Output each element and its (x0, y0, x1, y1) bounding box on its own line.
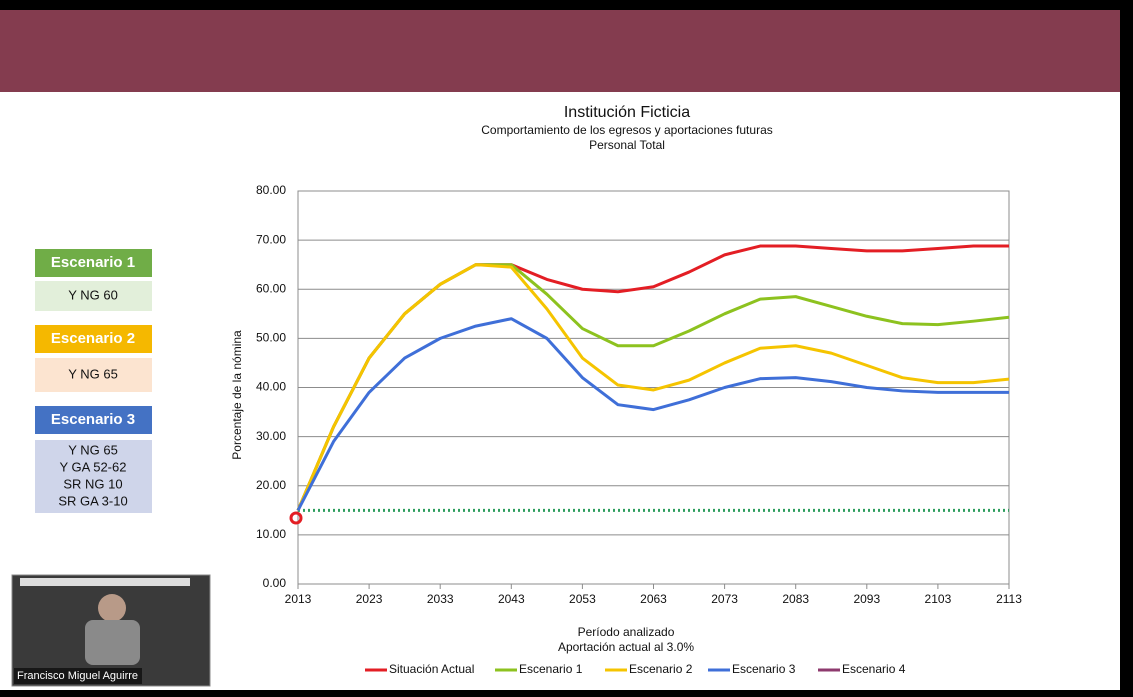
scenario-body (35, 358, 152, 392)
header-bar (0, 10, 1120, 92)
cursor-pointer (289, 511, 303, 525)
x-tick-label: 2023 (356, 592, 383, 606)
scenario-line: Y NG 60 (68, 287, 118, 302)
name-tag (14, 668, 142, 684)
scenario-title: Escenario 3 (51, 411, 135, 428)
participant-name: Francisco Miguel Aguirre (17, 670, 138, 682)
y-tick-label: 30.00 (256, 429, 286, 443)
legend-label: Escenario 3 (732, 662, 796, 676)
series-line (296, 263, 1010, 511)
x-tick-label: 2113 (996, 592, 1022, 606)
x-tick-label: 2053 (569, 592, 596, 606)
x-axis-label: Período analizado (578, 625, 675, 639)
video-person (98, 594, 126, 622)
x-tick-label: 2043 (498, 592, 525, 606)
y-tick-label: 20.00 (256, 478, 286, 492)
y-tick-label: 10.00 (256, 527, 286, 541)
scenario-header (35, 406, 152, 434)
scenario-body (35, 281, 152, 311)
legend-label: Escenario 1 (519, 662, 583, 676)
scenario-line: SR NG 10 (63, 476, 122, 491)
y-tick-label: 50.00 (256, 331, 286, 345)
video-ceiling (20, 578, 190, 586)
y-tick-label: 70.00 (256, 232, 286, 246)
scenario-header (35, 325, 152, 353)
x-tick-label: 2013 (285, 592, 312, 606)
y-tick-label: 60.00 (256, 281, 286, 295)
scenario-body (35, 440, 152, 513)
scenario-title: Escenario 2 (51, 330, 135, 347)
scenario-line: Y NG 65 (68, 442, 118, 457)
legend-label: Escenario 2 (629, 662, 693, 676)
y-tick-label: 0.00 (263, 576, 287, 590)
y-axis-label: Porcentaje de la nómina (230, 330, 244, 460)
x-tick-label: 2103 (925, 592, 952, 606)
chart-subtitle: Comportamiento de los egresos y aportaci… (481, 123, 773, 137)
scenario-line: Y GA 52-62 (60, 459, 127, 474)
x-tick-label: 2063 (640, 592, 667, 606)
scenario-title: Escenario 1 (51, 254, 135, 271)
x-tick-label: 2093 (853, 592, 880, 606)
x-tick-label: 2083 (782, 592, 809, 606)
y-tick-label: 40.00 (256, 380, 286, 394)
scenario-line: Y NG 65 (68, 366, 118, 381)
video-tile (11, 574, 211, 687)
legend-label: Situación Actual (389, 662, 474, 676)
x-axis-label: Aportación actual al 3.0% (558, 640, 694, 654)
video-person (85, 620, 140, 665)
legend-label: Escenario 4 (842, 662, 906, 676)
x-tick-label: 2073 (711, 592, 738, 606)
y-tick-label: 80.00 (256, 183, 286, 197)
x-tick-label: 2033 (427, 592, 454, 606)
chart-title: Institución Ficticia (564, 104, 690, 121)
scenario-line: SR GA 3-10 (58, 493, 127, 508)
series-line (296, 317, 1009, 512)
chart-subtitle: Personal Total (589, 138, 665, 152)
scenario-header (35, 249, 152, 277)
